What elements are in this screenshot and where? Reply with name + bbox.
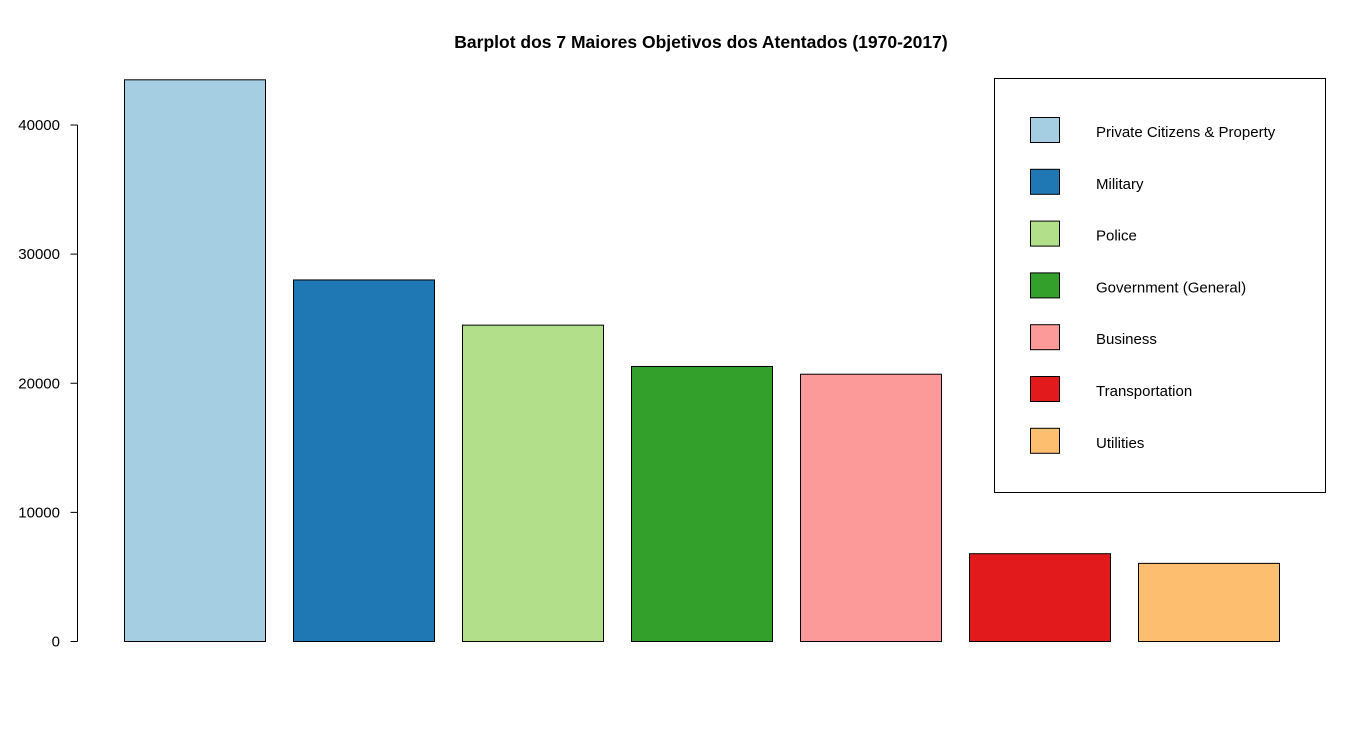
legend-label: Business [1096, 331, 1157, 348]
legend-label: Transportation [1096, 383, 1192, 400]
bar-1 [124, 79, 266, 642]
y-tick-label: 40000 [18, 117, 60, 134]
bar-4 [631, 365, 773, 642]
legend-swatch [1030, 168, 1060, 195]
bar-6 [969, 553, 1111, 643]
bar-5 [800, 373, 942, 642]
legend-label: Military [1096, 176, 1144, 193]
y-tick-label: 0 [52, 634, 60, 651]
y-tick-label: 30000 [18, 246, 60, 263]
legend-label: Utilities [1096, 435, 1144, 452]
legend: Private Citizens & Property Military Polic… [994, 78, 1326, 493]
bar-2 [293, 279, 435, 642]
legend-swatch [1030, 117, 1060, 143]
chart-title: Barplot dos 7 Maiores Objetivos dos Aten… [454, 32, 947, 52]
legend-label: Private Citizens & Property [1096, 124, 1276, 141]
bars [124, 79, 1280, 643]
legend-swatch [1030, 376, 1060, 402]
bar-7 [1138, 562, 1280, 643]
y-axis: 0 10000 20000 30000 40000 [18, 117, 78, 651]
legend-swatch [1030, 324, 1060, 351]
legend-swatch [1030, 220, 1060, 247]
legend-label: Police [1096, 228, 1137, 245]
y-tick-label: 10000 [18, 504, 60, 521]
y-tick-label: 20000 [18, 375, 60, 392]
legend-swatch [1030, 272, 1060, 299]
legend-label: Government (General) [1096, 279, 1246, 296]
legend-swatch [1030, 427, 1060, 454]
bar-3 [462, 324, 604, 642]
